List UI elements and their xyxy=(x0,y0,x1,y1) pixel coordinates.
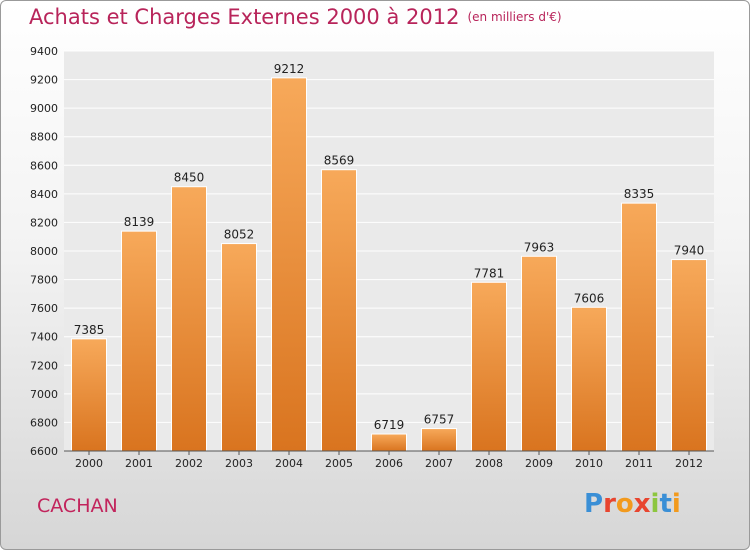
chart-title-text: Achats et Charges Externes 2000 à 2012 xyxy=(29,5,460,29)
data-label-2011: 8335 xyxy=(624,187,655,201)
y-tick-label: 8000 xyxy=(30,245,58,258)
data-label-2002: 8450 xyxy=(174,171,205,185)
bar-2003[interactable] xyxy=(221,243,257,452)
logo-letter: o xyxy=(615,489,634,519)
bar-2005[interactable] xyxy=(321,169,357,452)
chart-subtitle: (en milliers d'€) xyxy=(467,10,562,24)
y-tick-label: 7000 xyxy=(30,388,58,401)
bar-2002[interactable] xyxy=(171,186,207,452)
city-name: CACHAN xyxy=(37,495,118,517)
data-label-2005: 8569 xyxy=(324,154,355,168)
bar-2010[interactable] xyxy=(571,306,607,452)
data-label-2001: 8139 xyxy=(124,215,155,229)
bar-2011[interactable] xyxy=(621,202,657,452)
bar-2001[interactable] xyxy=(121,230,157,452)
x-tick-label-2004: 2004 xyxy=(275,457,303,470)
y-tick-label: 8400 xyxy=(30,188,58,201)
y-tick-label: 9000 xyxy=(30,102,58,115)
data-label-2009: 7963 xyxy=(524,240,555,254)
y-tick-label: 7400 xyxy=(30,331,58,344)
bar-2012[interactable] xyxy=(671,259,707,452)
x-tick-label-2010: 2010 xyxy=(575,457,603,470)
x-tick-label-2011: 2011 xyxy=(625,457,653,470)
data-label-2012: 7940 xyxy=(674,244,705,258)
y-tick-label: 8600 xyxy=(30,159,58,172)
bar-2009[interactable] xyxy=(521,255,557,452)
x-tick-label-2012: 2012 xyxy=(675,457,703,470)
data-label-2003: 8052 xyxy=(224,228,255,242)
logo-letter: i xyxy=(671,489,681,519)
y-tick-label: 7800 xyxy=(30,274,58,287)
x-tick-label-2005: 2005 xyxy=(325,457,353,470)
y-tick-label: 8800 xyxy=(30,131,58,144)
logo-letter: i xyxy=(650,489,660,519)
logo-letter: t xyxy=(659,489,672,519)
x-tick-label-2006: 2006 xyxy=(375,457,403,470)
y-tick-label: 6600 xyxy=(30,445,58,458)
x-tick-label-2000: 2000 xyxy=(75,457,103,470)
logo-letter: P xyxy=(584,489,604,519)
y-axis: 6600 6800 7000 7200 7400 7600 7800 8000 8200 8400… xyxy=(30,45,58,458)
data-label-2008: 7781 xyxy=(474,266,505,280)
chart-title: Achats et Charges Externes 2000 à 2012 (e… xyxy=(29,5,562,29)
bar-2007[interactable] xyxy=(421,428,457,452)
bar-2006[interactable] xyxy=(371,433,407,452)
data-label-2007: 6757 xyxy=(424,413,455,427)
x-tick-label-2002: 2002 xyxy=(175,457,203,470)
y-tick-label: 9400 xyxy=(30,45,58,58)
logo-letter: r xyxy=(603,489,616,519)
bars: 7385 8139 8450 8052 9212 8569 6719 6757 7781 7963… xyxy=(71,62,707,452)
x-tick-label-2009: 2009 xyxy=(525,457,553,470)
bar-2008[interactable] xyxy=(471,281,507,452)
data-label-2006: 6719 xyxy=(374,418,405,432)
data-label-2010: 7606 xyxy=(574,291,605,305)
x-tick-label-2003: 2003 xyxy=(225,457,253,470)
y-tick-label: 6800 xyxy=(30,416,58,429)
bar-2000[interactable] xyxy=(71,338,107,452)
y-tick-label: 9200 xyxy=(30,74,58,87)
bar-2004[interactable] xyxy=(271,77,307,452)
y-tick-label: 7200 xyxy=(30,359,58,372)
data-label-2004: 9212 xyxy=(274,62,305,76)
x-axis: 2000 2001 2002 2003 2004 2005 2006 2007 2008 2009… xyxy=(64,450,714,470)
y-tick-label: 7600 xyxy=(30,302,58,315)
x-tick-label-2008: 2008 xyxy=(475,457,503,470)
y-tick-label: 8200 xyxy=(30,216,58,229)
data-label-2000: 7385 xyxy=(74,323,105,337)
logo-letter: x xyxy=(633,489,651,519)
proxiti-logo[interactable]: Proxiti xyxy=(584,489,681,519)
x-tick-label-2007: 2007 xyxy=(425,457,453,470)
x-tick-label-2001: 2001 xyxy=(125,457,153,470)
